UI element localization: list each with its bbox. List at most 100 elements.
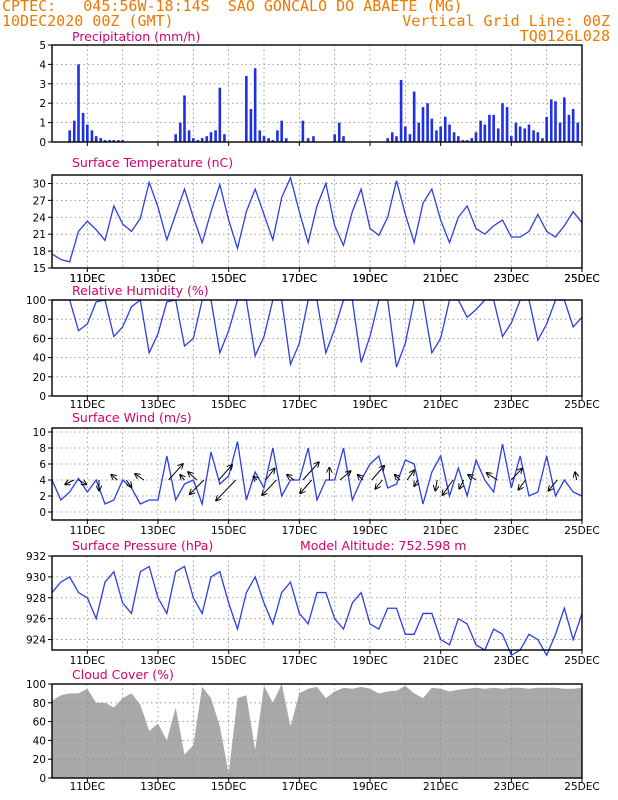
x-tick-label: 23DEC <box>494 525 529 537</box>
header-location: 045:56W-18:14S SAO GONCALO DO ABAETE (MG… <box>83 0 463 15</box>
wind-vector <box>510 468 522 481</box>
panel-1: 15 18 21 24 27 30 11DEC 13DEC 15DEC 17DEC 19DEC 21D… <box>33 155 600 285</box>
precip-bar <box>174 134 177 142</box>
precip-bar <box>205 136 209 142</box>
precip-bar <box>249 109 253 142</box>
precip-bar <box>333 134 336 142</box>
precip-bar <box>178 122 182 142</box>
wind-vector <box>300 479 313 494</box>
precip-bar <box>496 128 500 142</box>
x-tick-label: 15DEC <box>211 273 246 285</box>
y-tick-label: 60 <box>33 333 46 345</box>
precip-bar <box>523 128 527 142</box>
y-tick-label: 15 <box>33 263 46 275</box>
precip-bar <box>514 122 518 142</box>
precip-bar <box>86 124 89 142</box>
precip-bar <box>280 120 283 142</box>
x-tick-label: 25DEC <box>564 655 599 667</box>
x-tick-label: 19DEC <box>352 273 387 285</box>
x-tick-label: 11DEC <box>70 273 105 285</box>
precip-bar <box>576 122 580 142</box>
precip-bar <box>417 122 421 142</box>
y-tick-label: 2 <box>39 98 46 110</box>
series-line <box>52 298 583 368</box>
panel-title: Surface Wind (m/s) <box>72 410 192 425</box>
y-tick-label: 100 <box>26 679 46 691</box>
x-tick-label: 23DEC <box>494 399 529 411</box>
precip-bar <box>342 136 345 142</box>
x-tick-label: 15DEC <box>211 781 246 793</box>
wind-vector <box>111 475 118 480</box>
wind-vector <box>168 464 183 481</box>
x-tick-label: 25DEC <box>564 273 599 285</box>
panel-0: 0 1 2 3 4 5 11DEC 13DEC 15DEC 17DEC 19DEC 21DEC 23DE… <box>39 29 599 285</box>
precip-bar <box>117 140 120 142</box>
precip-bar <box>399 79 403 142</box>
precip-bar <box>408 134 412 142</box>
precip-bar <box>518 126 522 142</box>
precip-bar <box>439 126 442 142</box>
wind-vector <box>414 479 418 486</box>
y-tick-label: 932 <box>26 551 46 563</box>
wind-vector <box>406 470 414 481</box>
y-tick-label: 0 <box>39 773 46 785</box>
y-tick-label: 40 <box>33 735 46 747</box>
x-tick-label: 17DEC <box>282 399 317 411</box>
panel-4: 924 926 928 930 932 11DEC 13DEC 15DEC 17DEC 19DEC… <box>26 538 600 667</box>
precip-bar <box>443 116 447 142</box>
y-tick-label: 8 <box>39 443 46 455</box>
panel-title: Cloud Cover (%) <box>72 667 174 682</box>
precip-bar <box>501 103 504 142</box>
y-tick-label: 930 <box>26 572 46 584</box>
wind-vector <box>459 479 464 489</box>
precip-bar <box>510 136 513 142</box>
precip-bar <box>461 140 465 142</box>
precip-bar <box>536 132 540 142</box>
precip-bar <box>267 138 270 142</box>
precip-bar <box>312 136 315 142</box>
precip-bar <box>183 95 186 142</box>
precip-bar <box>108 140 111 142</box>
precip-bar <box>435 130 438 142</box>
wind-vector <box>180 475 185 480</box>
x-tick-label: 13DEC <box>140 273 175 285</box>
wind-vector <box>190 479 205 494</box>
wind-vector <box>287 475 295 481</box>
precip-bar <box>301 120 305 142</box>
wind-vector <box>575 472 577 481</box>
panel-5: 0 20 40 60 80 100 11DEC 13DEC 15DEC 17DEC 19DEC 21D… <box>26 667 600 793</box>
y-tick-label: 100 <box>26 295 46 307</box>
x-tick-label: 19DEC <box>352 273 387 285</box>
x-tick-label: 21DEC <box>423 273 458 285</box>
precip-bar <box>306 138 310 142</box>
series-line <box>51 175 583 263</box>
wind-vector <box>395 475 400 480</box>
wind-vector <box>265 468 275 481</box>
precip-bar <box>527 124 531 142</box>
y-tick-label: 40 <box>33 353 46 365</box>
plot-frame <box>51 427 583 521</box>
wind-vector <box>135 474 145 481</box>
x-tick-label: 21DEC <box>423 399 458 411</box>
precip-bar <box>196 140 200 142</box>
x-tick-label: 11DEC <box>70 273 105 285</box>
x-tick-label: 21DEC <box>423 273 458 285</box>
x-tick-label: 11DEC <box>70 781 105 793</box>
y-tick-label: 20 <box>33 372 46 384</box>
panel-title: Precipitation (mm/h) <box>72 29 200 44</box>
precip-bar <box>426 103 429 142</box>
wind-vector <box>253 476 257 480</box>
x-tick-label: 17DEC <box>282 273 317 285</box>
precip-bar <box>567 114 571 142</box>
y-tick-label: 4 <box>39 475 46 487</box>
precip-bar <box>218 87 222 142</box>
precip-bar <box>209 132 213 142</box>
x-tick-label: 13DEC <box>140 781 175 793</box>
y-tick-label: 24 <box>33 212 47 224</box>
x-tick-label: 19DEC <box>352 399 387 411</box>
precip-bar <box>465 140 469 142</box>
y-tick-label: 4 <box>39 59 46 71</box>
wind-vector <box>339 471 351 481</box>
precip-bar <box>448 124 451 142</box>
